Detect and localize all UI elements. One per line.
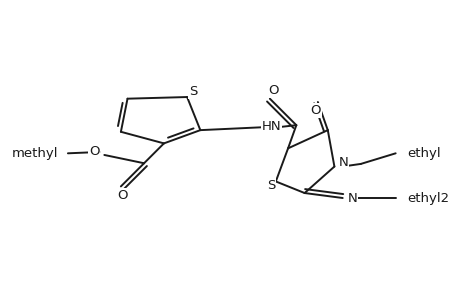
Text: methyl: methyl [11, 147, 58, 160]
Text: S: S [189, 85, 197, 98]
Text: N: N [347, 191, 357, 205]
Text: O: O [268, 84, 279, 97]
Text: ethyl2: ethyl2 [407, 191, 449, 205]
Text: S: S [266, 179, 274, 192]
Text: HN: HN [261, 120, 281, 133]
Text: ethyl: ethyl [407, 147, 440, 160]
Text: N: N [338, 156, 347, 169]
Text: O: O [118, 189, 128, 202]
Text: O: O [310, 104, 320, 117]
Text: O: O [89, 146, 99, 158]
